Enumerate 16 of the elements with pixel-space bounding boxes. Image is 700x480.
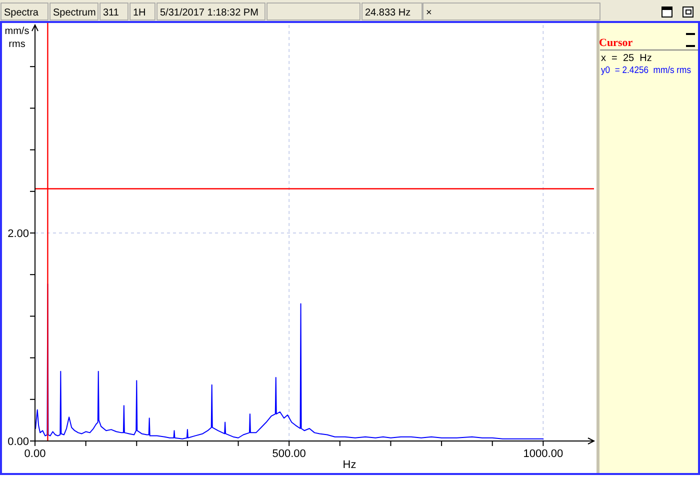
text: x = 25 Hz bbox=[601, 53, 652, 64]
text: 5/31/2017 1:18:32 PM bbox=[160, 8, 258, 18]
x-tick-label: 500.00 bbox=[272, 448, 306, 460]
text: 24.833 Hz bbox=[365, 8, 411, 18]
x-axis-title: Hz bbox=[342, 459, 356, 471]
text: 311 bbox=[103, 8, 120, 18]
text: y0 = 2.4256 mm/s rms bbox=[601, 65, 700, 76]
y-axis-title: mm/s rms bbox=[4, 26, 30, 50]
text: × bbox=[426, 8, 432, 18]
text: 1H bbox=[133, 8, 146, 18]
y-tick-label: 2.00 bbox=[8, 228, 29, 240]
text: Cursor bbox=[599, 37, 633, 49]
x-tick-label: 0.00 bbox=[24, 448, 46, 460]
x-tick-label: 1000.00 bbox=[523, 448, 564, 460]
text: Spectra bbox=[4, 8, 39, 18]
text: Spectrum bbox=[53, 8, 96, 18]
